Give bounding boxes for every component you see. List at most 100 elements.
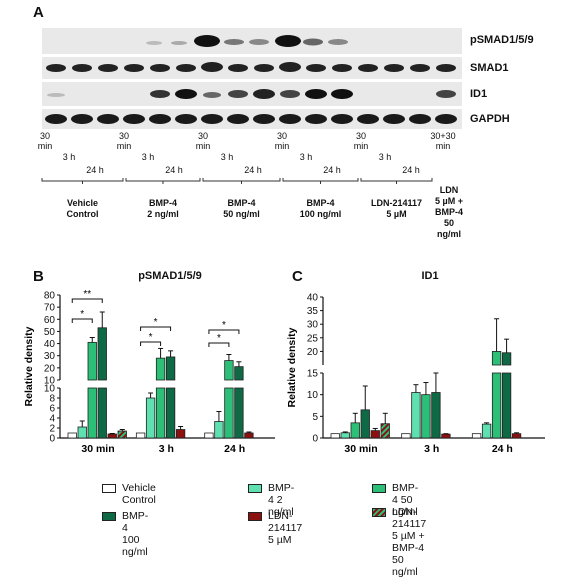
group-bracket: [202, 178, 281, 182]
blot-group-label: Vehicle Control: [66, 198, 99, 219]
significance-label: *: [222, 320, 226, 331]
panel-c-letter: C: [292, 268, 303, 285]
y-tick-label: 10: [44, 376, 56, 387]
bar: [155, 357, 166, 381]
blot-group-brackets: [41, 178, 433, 184]
y-tick-label: 25: [307, 333, 319, 344]
bar: [214, 421, 224, 439]
significance-bracket: [208, 329, 240, 334]
legend-label: LDN-214117 5 µM + BMP-4 50 ng/ml: [392, 506, 427, 578]
blot-time-label: 3 h: [378, 152, 392, 162]
blot-group-label: BMP-4 100 ng/ml: [299, 198, 342, 219]
blot-time-label: 30+30 min: [430, 131, 456, 151]
y-tick-label: 20: [44, 363, 56, 374]
blot-row-psmad: [42, 28, 462, 54]
bar: [244, 432, 254, 439]
blot-row-smad1: [42, 57, 462, 79]
legend-label: BMP-4 50 ng/ml: [392, 482, 419, 518]
blot-label-psmad: pSMAD1/5/9: [470, 34, 534, 46]
bar: [67, 432, 77, 439]
bar: [360, 409, 370, 439]
significance-bracket: [140, 341, 162, 346]
y-tick-label: 8: [49, 394, 55, 405]
legend-swatch: [372, 508, 386, 517]
chart-id1: 0 5 10 15 20 25 30 35 40 Relative density 30 min 3 …: [286, 293, 545, 455]
y-tick-label: 35: [307, 306, 319, 317]
y-tick-label: 15: [307, 369, 319, 380]
bar: [224, 360, 234, 381]
blot-time-label: 24 h: [165, 165, 183, 175]
blot-image-gapdh: [45, 114, 457, 124]
y-tick-label: 6: [49, 404, 55, 415]
y-tick-label: 50: [44, 327, 56, 338]
blot-time-label: 3 h: [62, 152, 76, 162]
blot-time-label: 24 h: [402, 165, 420, 175]
bar: [107, 433, 117, 439]
blot-image-smad1: [46, 62, 456, 72]
y-tick-label: 70: [44, 303, 56, 314]
panel-a-letter: A: [33, 4, 44, 21]
y-tick-label: 40: [307, 293, 319, 304]
bar: [330, 433, 340, 439]
bar: [340, 432, 350, 439]
significance-label: *: [149, 332, 153, 343]
bar: [471, 433, 482, 439]
x-tick-label: 3 h: [159, 443, 174, 455]
y-tick-label: 60: [44, 315, 56, 326]
y-tick-label: 30: [307, 320, 319, 331]
blot-time-label: 24 h: [244, 165, 262, 175]
bar: [135, 432, 146, 439]
bar: [87, 341, 97, 381]
bar: [350, 422, 360, 439]
x-tick-label: 30 min: [344, 443, 377, 455]
blot-time-label: 30 min: [195, 131, 211, 151]
bar: [491, 372, 502, 439]
bar: [421, 394, 431, 439]
legend-swatch: [102, 484, 116, 493]
blot-time-label: 24 h: [323, 165, 341, 175]
blot-time-label: 3 h: [299, 152, 313, 162]
y-tick-label: 10: [44, 384, 56, 395]
blot-label-smad1: SMAD1: [470, 62, 509, 74]
blot-group-label: BMP-4 50 ng/ml: [223, 198, 260, 219]
blot-row-id1: [42, 82, 462, 106]
y-tick-label: 80: [44, 291, 56, 302]
bar: [224, 387, 234, 439]
y-tick-label: 2: [49, 424, 55, 435]
group-bracket: [125, 178, 201, 182]
chart-b-title: pSMAD1/5/9: [138, 270, 202, 282]
bar: [481, 423, 492, 439]
bar: [204, 432, 214, 439]
bar: [511, 433, 522, 439]
blot-time-label: 30 min: [37, 131, 53, 151]
bar: [165, 356, 176, 381]
blot-time-label: 30 min: [274, 131, 290, 151]
blot-image-id1: [47, 89, 456, 99]
y-tick-label: 10: [307, 390, 319, 401]
significance-bracket: [208, 342, 230, 347]
x-tick-label: 3 h: [424, 443, 439, 455]
y-tick-label: 0: [312, 434, 318, 445]
significance-label: *: [217, 333, 221, 344]
legend-swatch: [248, 484, 262, 493]
legend-swatch: [102, 512, 116, 521]
significance-label: *: [154, 317, 158, 328]
bar: [97, 327, 107, 381]
significance-bracket: [71, 318, 93, 323]
y-axis-label: Relative density: [23, 326, 35, 406]
legend-label: Vehicle Control: [122, 482, 156, 506]
bar: [501, 352, 512, 366]
y-tick-label: 40: [44, 339, 56, 350]
y-tick-label: 30: [44, 351, 56, 362]
legend-swatch: [372, 484, 386, 493]
blot-row-gapdh: [42, 109, 462, 129]
blot-label-id1: ID1: [470, 88, 488, 100]
blot-time-label: 30 min: [353, 131, 369, 151]
significance-bracket: [71, 298, 103, 303]
significance-label: *: [80, 309, 84, 320]
y-axis-label: Relative density: [286, 327, 298, 407]
group-bracket: [360, 178, 433, 182]
bar: [431, 392, 441, 439]
legend-label: BMP-4 2 ng/ml: [268, 482, 295, 518]
